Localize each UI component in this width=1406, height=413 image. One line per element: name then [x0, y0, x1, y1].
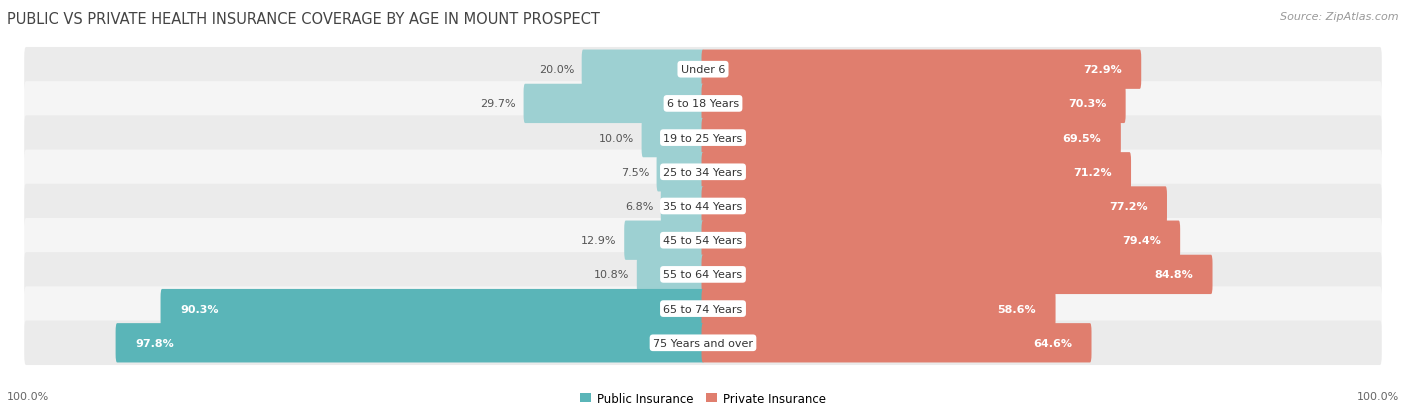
FancyBboxPatch shape: [582, 50, 704, 90]
FancyBboxPatch shape: [24, 287, 1382, 331]
FancyBboxPatch shape: [702, 187, 1167, 226]
FancyBboxPatch shape: [702, 119, 1121, 158]
Text: 20.0%: 20.0%: [538, 65, 574, 75]
Text: 7.5%: 7.5%: [620, 167, 650, 177]
FancyBboxPatch shape: [523, 85, 704, 124]
Text: 70.3%: 70.3%: [1067, 99, 1107, 109]
Text: 69.5%: 69.5%: [1063, 133, 1101, 143]
Text: 10.8%: 10.8%: [593, 270, 630, 280]
Text: 29.7%: 29.7%: [481, 99, 516, 109]
FancyBboxPatch shape: [661, 187, 704, 226]
FancyBboxPatch shape: [24, 48, 1382, 92]
FancyBboxPatch shape: [702, 323, 1091, 363]
FancyBboxPatch shape: [115, 323, 704, 363]
FancyBboxPatch shape: [24, 184, 1382, 229]
Text: 35 to 44 Years: 35 to 44 Years: [664, 202, 742, 211]
FancyBboxPatch shape: [24, 116, 1382, 160]
Text: 65 to 74 Years: 65 to 74 Years: [664, 304, 742, 314]
FancyBboxPatch shape: [24, 253, 1382, 297]
Text: 100.0%: 100.0%: [7, 391, 49, 401]
FancyBboxPatch shape: [637, 255, 704, 294]
FancyBboxPatch shape: [24, 218, 1382, 263]
Text: 25 to 34 Years: 25 to 34 Years: [664, 167, 742, 177]
FancyBboxPatch shape: [702, 289, 1056, 328]
Text: 90.3%: 90.3%: [180, 304, 218, 314]
Text: 77.2%: 77.2%: [1109, 202, 1147, 211]
Text: 71.2%: 71.2%: [1073, 167, 1112, 177]
Text: 79.4%: 79.4%: [1122, 236, 1161, 246]
Text: 75 Years and over: 75 Years and over: [652, 338, 754, 348]
Text: 55 to 64 Years: 55 to 64 Years: [664, 270, 742, 280]
Text: 10.0%: 10.0%: [599, 133, 634, 143]
Text: 12.9%: 12.9%: [581, 236, 617, 246]
Text: 100.0%: 100.0%: [1357, 391, 1399, 401]
FancyBboxPatch shape: [24, 150, 1382, 195]
Text: PUBLIC VS PRIVATE HEALTH INSURANCE COVERAGE BY AGE IN MOUNT PROSPECT: PUBLIC VS PRIVATE HEALTH INSURANCE COVER…: [7, 12, 600, 27]
Text: 45 to 54 Years: 45 to 54 Years: [664, 236, 742, 246]
FancyBboxPatch shape: [641, 119, 704, 158]
Text: 97.8%: 97.8%: [135, 338, 174, 348]
FancyBboxPatch shape: [24, 321, 1382, 365]
FancyBboxPatch shape: [160, 289, 704, 328]
Text: 6 to 18 Years: 6 to 18 Years: [666, 99, 740, 109]
Text: 72.9%: 72.9%: [1083, 65, 1122, 75]
Legend: Public Insurance, Private Insurance: Public Insurance, Private Insurance: [579, 392, 827, 405]
FancyBboxPatch shape: [24, 82, 1382, 126]
FancyBboxPatch shape: [702, 50, 1142, 90]
Text: Source: ZipAtlas.com: Source: ZipAtlas.com: [1281, 12, 1399, 22]
FancyBboxPatch shape: [702, 255, 1212, 294]
FancyBboxPatch shape: [702, 85, 1126, 124]
FancyBboxPatch shape: [702, 221, 1180, 260]
Text: 58.6%: 58.6%: [997, 304, 1036, 314]
Text: 6.8%: 6.8%: [624, 202, 654, 211]
Text: 84.8%: 84.8%: [1154, 270, 1194, 280]
Text: 64.6%: 64.6%: [1033, 338, 1071, 348]
FancyBboxPatch shape: [657, 153, 704, 192]
Text: Under 6: Under 6: [681, 65, 725, 75]
Text: 19 to 25 Years: 19 to 25 Years: [664, 133, 742, 143]
FancyBboxPatch shape: [702, 153, 1130, 192]
FancyBboxPatch shape: [624, 221, 704, 260]
